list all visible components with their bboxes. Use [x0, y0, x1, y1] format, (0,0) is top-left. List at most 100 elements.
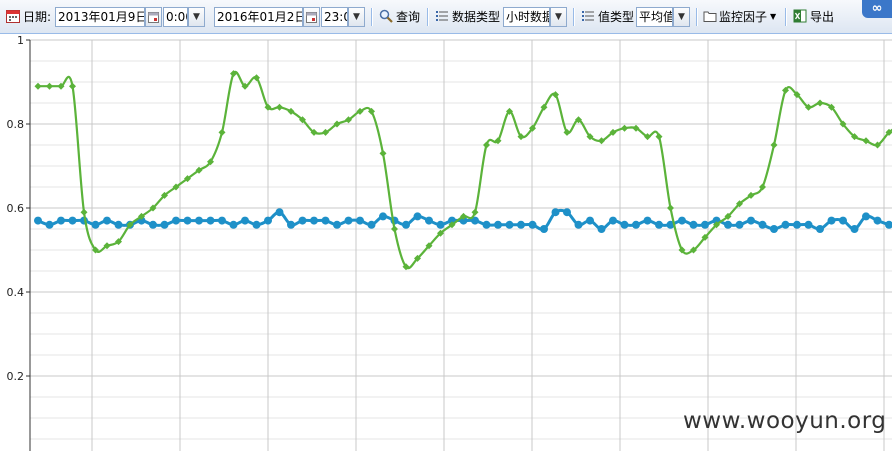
series-2-point	[298, 216, 307, 225]
series-2-point	[367, 220, 376, 229]
series-1-point	[126, 221, 134, 229]
start-time-field[interactable]: 0:00	[163, 7, 188, 27]
list-icon	[582, 11, 594, 21]
series-1-point	[862, 137, 870, 145]
line-chart: 1 0.8 0.6 0.4 0.2	[7, 34, 892, 451]
start-time-dropdown[interactable]: ▼	[188, 7, 205, 27]
series-1-point	[356, 107, 364, 115]
series-1-point	[483, 141, 490, 149]
separator	[785, 8, 787, 26]
monitor-factor-menu[interactable]: 监控因子	[719, 10, 768, 24]
series-2-point	[471, 216, 479, 225]
series-1-point	[747, 191, 755, 199]
series-2-point	[804, 220, 813, 229]
watermark: www.wooyun.org	[683, 408, 887, 434]
series-1-point	[322, 128, 329, 136]
y-tick-label: 1	[17, 34, 24, 47]
series-2-point	[747, 216, 755, 225]
chevron-down-icon: ▼	[193, 12, 200, 22]
series-2-point	[597, 225, 606, 233]
series-2-point	[735, 220, 744, 229]
series-1-point	[678, 246, 686, 254]
series-1-point	[506, 107, 513, 115]
value-type-dropdown[interactable]: ▼	[673, 7, 690, 27]
series-1-point	[115, 238, 122, 246]
series-1-point	[563, 128, 571, 136]
series-2-point	[114, 220, 123, 229]
series-1-point	[770, 141, 778, 149]
series-2-point	[666, 220, 675, 229]
series-1-point	[529, 124, 536, 132]
start-date-field[interactable]: 2013年01月9日	[55, 7, 145, 27]
series-1-point	[644, 133, 651, 141]
series-1-point	[57, 82, 65, 90]
y-tick-label: 0.8	[7, 118, 25, 131]
series-2-point	[770, 225, 778, 233]
series-1-point	[276, 103, 283, 111]
series-1-point	[655, 133, 663, 141]
end-date-field[interactable]: 2016年01月2日	[214, 7, 303, 27]
series-2-point	[862, 212, 870, 221]
series-2-point	[620, 220, 629, 229]
series-1-point	[782, 86, 789, 94]
series-2-point	[758, 220, 767, 229]
series-1-point	[448, 221, 456, 229]
series-2-point	[563, 208, 571, 217]
series-2-point	[206, 216, 215, 225]
series-1-point	[586, 133, 594, 141]
series-2-point	[505, 220, 514, 229]
series-2-point	[103, 216, 111, 225]
data-type-dropdown[interactable]: ▼	[550, 7, 567, 27]
series-line-1	[38, 70, 892, 270]
series-1-point	[345, 116, 352, 124]
series-2-point	[45, 220, 54, 229]
series-1-point	[874, 141, 881, 149]
series-1-point	[552, 91, 559, 99]
series-2-point	[91, 220, 100, 229]
series-2-point	[413, 212, 422, 221]
series-1-point	[230, 70, 237, 78]
end-time-dropdown[interactable]: ▼	[348, 7, 365, 27]
calendar-icon	[6, 10, 20, 23]
series-1-point	[310, 128, 318, 136]
series-2-point	[379, 212, 387, 221]
series-1-point	[793, 91, 801, 99]
series-1-point	[218, 128, 226, 136]
series-2-point	[609, 216, 617, 225]
series-1-point	[287, 107, 295, 115]
series-1-point	[402, 263, 410, 271]
series-1-point	[149, 204, 157, 212]
series-2-point	[850, 225, 859, 233]
search-icon[interactable]	[379, 9, 393, 23]
series-1-point	[598, 137, 605, 145]
query-button[interactable]: 查询	[396, 10, 421, 24]
series-1-point	[494, 137, 502, 145]
series-1-point	[414, 254, 421, 262]
series-2-point	[540, 225, 548, 233]
list-icon	[436, 11, 448, 21]
caret-down-icon[interactable]: ▼	[770, 12, 777, 21]
series-2-point	[724, 220, 732, 229]
series-1-point	[759, 183, 766, 191]
series-2-point	[425, 216, 433, 225]
series-2-point	[494, 220, 502, 229]
series-1-point	[103, 242, 111, 250]
series-2-point	[701, 220, 709, 229]
series-2-point	[183, 216, 192, 225]
end-time-field[interactable]: 23:0	[321, 7, 348, 27]
export-button[interactable]: 导出	[810, 10, 835, 24]
start-date-picker-button[interactable]	[145, 7, 162, 27]
end-date-picker-button[interactable]	[303, 7, 320, 27]
series-1-point	[690, 246, 697, 254]
folder-icon	[703, 11, 717, 22]
series-2-point	[356, 216, 364, 225]
series-2-point	[252, 220, 261, 229]
series-2-point	[34, 216, 42, 225]
series-2-point	[160, 220, 169, 229]
series-2-point	[885, 220, 892, 229]
value-type-select[interactable]: 平均值	[636, 7, 673, 27]
corner-badge[interactable]: ∞	[862, 0, 892, 18]
y-tick-label: 0.4	[7, 286, 25, 299]
series-2-point	[333, 220, 341, 229]
data-type-select[interactable]: 小时数据	[503, 7, 550, 27]
